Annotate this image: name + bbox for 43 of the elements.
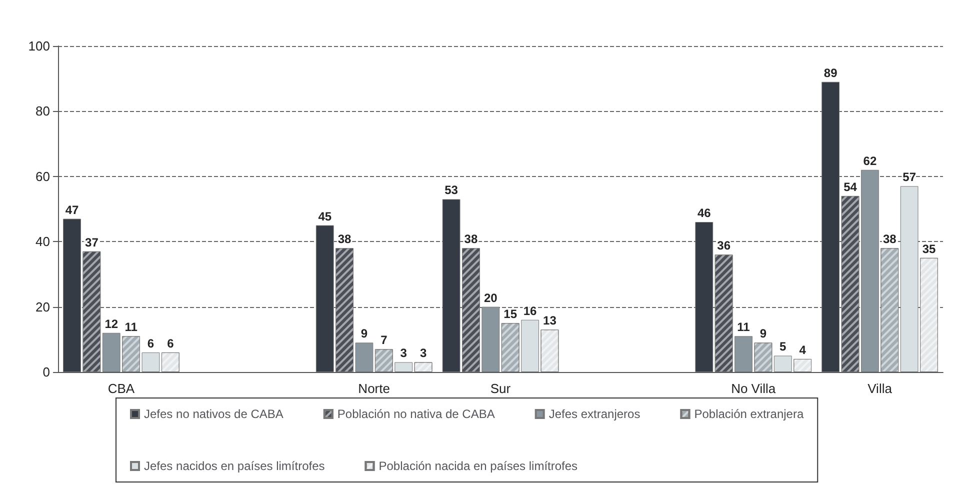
data-label: 9 (360, 326, 368, 341)
data-label: 3 (420, 346, 427, 360)
data-label: 46 (697, 206, 712, 220)
legend-label: Jefes no nativos de CABA (144, 407, 284, 421)
y-tick-label: 0 (42, 364, 50, 380)
data-label: 13 (543, 314, 557, 328)
data-label: 62 (863, 154, 877, 168)
bar (695, 222, 714, 372)
data-label: 7 (380, 333, 388, 348)
legend-label: Jefes nacidos en países limítrofes (144, 459, 325, 473)
data-label: 35 (922, 242, 936, 256)
data-label: 5 (780, 340, 787, 354)
x-tick-label: No Villa (731, 381, 776, 396)
x-tick-label: Villa (868, 381, 893, 396)
data-label: 89 (824, 66, 838, 80)
data-label: 6 (147, 336, 154, 350)
data-label: 15 (504, 307, 518, 322)
x-tick-label: Sur (490, 381, 512, 396)
y-tick-label: 60 (36, 168, 50, 184)
y-tick-label: 20 (36, 299, 50, 314)
data-label: 6 (167, 336, 174, 350)
y-tick-label: 80 (36, 104, 50, 119)
data-label: 53 (444, 183, 458, 198)
data-label: 36 (717, 238, 731, 253)
data-label: 47 (65, 202, 79, 217)
data-label: 11 (737, 320, 750, 334)
data-label: 12 (104, 316, 118, 331)
data-label: 4 (799, 342, 806, 357)
data-label: 11 (124, 320, 138, 334)
y-tick-label: 40 (36, 234, 50, 250)
data-label: 54 (844, 180, 858, 194)
data-label: 20 (484, 290, 498, 305)
legend-label: Población nacida en países limítrofes (378, 459, 578, 473)
y-tick-label: 100 (28, 38, 50, 54)
data-label: 9 (760, 326, 767, 341)
x-tick-label: CBA (108, 381, 135, 396)
x-tick-label: Norte (358, 381, 390, 396)
data-label: 16 (523, 304, 538, 318)
legend-label: Jefes extranjeros (548, 407, 640, 421)
legend-label: Población no nativa de CABA (337, 407, 495, 421)
data-label: 3 (400, 346, 408, 360)
legend-label: Población extranjera (694, 407, 804, 421)
data-label: 45 (318, 209, 332, 224)
